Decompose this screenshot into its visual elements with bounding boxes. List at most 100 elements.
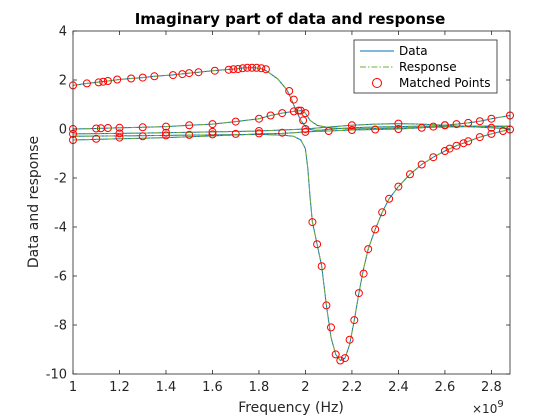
matched-point: [394, 125, 403, 133]
matched-point: [378, 208, 387, 217]
matched-point: [255, 129, 263, 138]
matched-point: [385, 194, 394, 203]
y-tick-label: 4: [59, 25, 67, 40]
legend-response-label: Response: [399, 60, 457, 74]
matched-point: [231, 117, 240, 126]
response-series-line: [72, 123, 511, 135]
matched-point: [464, 118, 473, 127]
matched-point: [429, 122, 438, 131]
matched-point: [289, 95, 298, 104]
matched-point: [92, 124, 101, 133]
matched-point: [324, 127, 333, 135]
matched-point: [296, 106, 305, 115]
matched-point: [261, 65, 270, 74]
matched-point: [185, 121, 194, 130]
legend: Data Response Matched Points: [353, 39, 498, 94]
matched-point: [347, 126, 356, 134]
matched-point: [208, 127, 217, 136]
matched-point: [185, 69, 194, 78]
matched-point: [150, 72, 159, 81]
x-tick-label: 1.6: [202, 380, 223, 395]
matched-point: [185, 130, 194, 139]
matched-point: [248, 63, 256, 72]
legend-box: [353, 39, 498, 94]
matched-point: [417, 160, 426, 169]
matched-point: [459, 139, 468, 148]
x-tick-label: 2.2: [342, 380, 363, 395]
matched-point: [301, 109, 310, 118]
matched-point: [238, 64, 247, 73]
matched-point: [94, 78, 103, 87]
matched-point: [208, 130, 217, 139]
matched-point: [82, 79, 91, 88]
matched-point: [115, 133, 124, 142]
matched-point: [285, 87, 294, 95]
y-tick-label: -6: [54, 270, 67, 285]
matched-point: [294, 106, 303, 115]
x-exponent-label: ×109: [472, 399, 504, 416]
y-tick-label: -10: [46, 368, 67, 383]
x-tick-label: 1.2: [109, 380, 130, 395]
matched-point: [371, 125, 380, 134]
matched-point: [345, 335, 354, 344]
matched-point: [210, 66, 219, 75]
x-exponent-base: ×10: [472, 402, 497, 416]
x-tick-label: 2.6: [435, 380, 456, 395]
matched-point: [169, 71, 177, 80]
matched-point: [138, 123, 147, 132]
x-exponent-power: 9: [497, 399, 503, 410]
matched-point: [266, 111, 275, 120]
response-series-line: [72, 129, 511, 362]
matched-point: [445, 144, 454, 153]
matched-point: [336, 356, 345, 365]
matched-point: [308, 218, 317, 227]
matched-point: [231, 129, 240, 138]
matched-point: [417, 123, 426, 132]
x-tick-label: 2.4: [388, 380, 409, 395]
matched-point: [103, 124, 112, 132]
matched-point: [138, 73, 147, 82]
x-tick-label: 1: [69, 380, 77, 395]
matched-point: [257, 64, 266, 73]
x-tick-label: 1.4: [156, 380, 177, 395]
matched-point: [138, 132, 147, 141]
matched-point: [487, 129, 496, 138]
y-axis-label: Data and response: [26, 136, 42, 268]
matched-point: [452, 141, 461, 150]
matched-point: [364, 245, 373, 254]
matched-point: [99, 77, 108, 86]
matched-point: [224, 65, 233, 74]
legend-data-label: Data: [399, 44, 428, 58]
matched-point: [317, 262, 326, 271]
matched-point: [406, 170, 414, 179]
matched-point: [299, 116, 308, 125]
matched-point: [475, 133, 484, 142]
matched-point: [301, 127, 310, 136]
matched-point: [371, 225, 380, 234]
y-tick-label: -4: [54, 221, 67, 236]
matched-point: [162, 122, 170, 131]
matched-point: [475, 117, 484, 126]
axes-box: [72, 30, 511, 375]
matched-point: [162, 131, 170, 140]
matched-point: [327, 323, 335, 332]
matched-point: [278, 109, 287, 118]
matched-point: [234, 65, 242, 73]
matched-point: [255, 127, 263, 135]
matched-point: [440, 147, 449, 155]
matched-point: [429, 153, 438, 162]
matched-point: [487, 114, 496, 123]
chart-title: Imaginary part of data and response: [135, 10, 446, 28]
matched-point: [127, 74, 136, 83]
matched-point: [354, 289, 363, 298]
matched-point: [350, 316, 359, 325]
x-axis-label: Frequency (Hz): [238, 400, 344, 416]
matched-point: [452, 120, 461, 129]
matched-point: [252, 63, 261, 72]
x-ticks: 1 1.2 1.4 1.6 1.8 2 2.2 2.4 2.6 2.8: [69, 31, 502, 395]
y-tick-label: -2: [54, 172, 67, 187]
matched-point: [394, 119, 403, 128]
matched-point: [278, 128, 287, 137]
x-tick-label: 1.8: [249, 380, 270, 395]
